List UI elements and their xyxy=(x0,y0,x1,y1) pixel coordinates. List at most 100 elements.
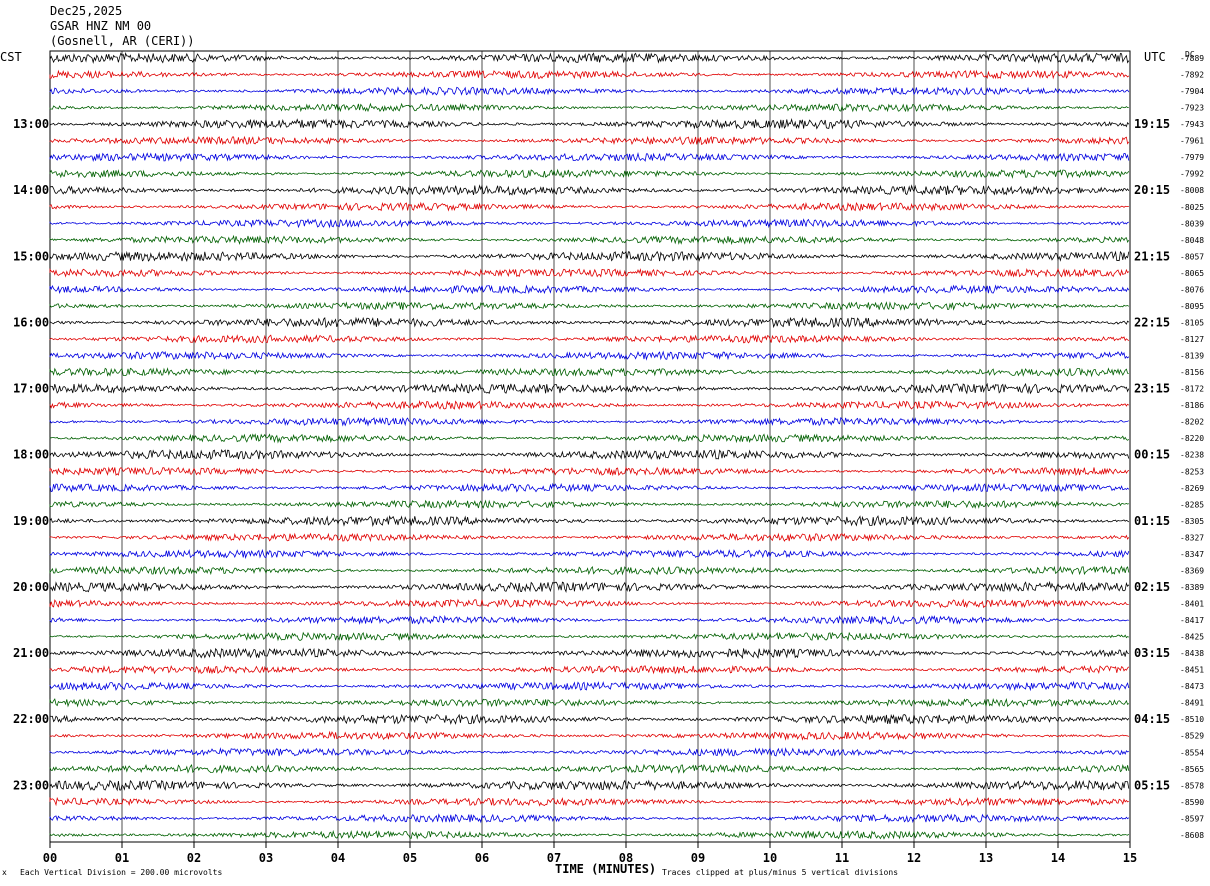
x-tick-label: 03 xyxy=(259,851,273,865)
right-hour-label: 01:15 xyxy=(1134,514,1170,528)
trace-line xyxy=(49,647,1130,660)
dc-value-label: -8057 xyxy=(1180,252,1204,261)
dc-value-label: -8597 xyxy=(1180,814,1204,823)
dc-value-labels: -7889 -7892 -7904 -7923 -7943 -7961 -7979 -7992… xyxy=(1180,54,1204,840)
trace-line xyxy=(49,184,1130,196)
plot-frame xyxy=(49,50,1131,843)
trace-line xyxy=(49,69,1130,80)
dc-value-label: -8510 xyxy=(1180,715,1204,724)
left-hour-label: 16:00 xyxy=(13,315,49,329)
left-hour-label: 22:00 xyxy=(13,712,49,726)
dc-value-label: -8401 xyxy=(1180,599,1204,608)
trace-line xyxy=(49,267,1130,278)
trace-line xyxy=(49,680,1130,692)
scale-marker-icon: x xyxy=(2,868,7,877)
dc-value-label: -8491 xyxy=(1180,699,1204,708)
dc-value-label: -8305 xyxy=(1180,517,1204,526)
trace-line xyxy=(49,86,1130,96)
dc-value-label: -8389 xyxy=(1180,583,1204,592)
trace-line xyxy=(49,747,1129,757)
trace-line xyxy=(49,779,1130,792)
trace-line xyxy=(49,201,1129,212)
x-tick-label: 10 xyxy=(763,851,777,865)
dc-value-label: -7992 xyxy=(1180,170,1204,179)
right-hour-label: 04:15 xyxy=(1134,712,1170,726)
trace-line xyxy=(49,382,1130,395)
x-tick-label: 11 xyxy=(835,851,849,865)
scale-note: Each Vertical Division = 200.00 microvol… xyxy=(20,868,222,877)
trace-line xyxy=(49,416,1129,427)
dc-value-label: -8608 xyxy=(1180,831,1204,840)
trace-line xyxy=(49,250,1130,262)
trace-line xyxy=(49,284,1130,295)
left-hour-label: 21:00 xyxy=(13,646,49,660)
x-tick-label: 14 xyxy=(1051,851,1065,865)
trace-line xyxy=(49,135,1130,146)
trace-line xyxy=(49,631,1129,642)
dc-value-label: -8127 xyxy=(1180,335,1204,344)
trace-line xyxy=(49,234,1130,246)
trace-line xyxy=(49,499,1129,510)
right-hour-label: 03:15 xyxy=(1134,646,1170,660)
x-tick-label: 09 xyxy=(691,851,705,865)
trace-line xyxy=(49,218,1129,229)
trace-line xyxy=(49,482,1130,493)
trace-line xyxy=(49,367,1129,378)
x-tick-label: 01 xyxy=(115,851,129,865)
left-hour-labels: 13:00 14:00 15:00 16:00 17:00 18:00 19:00 20:00… xyxy=(13,117,49,792)
trace-line xyxy=(49,829,1130,840)
dc-value-label: -8425 xyxy=(1180,633,1204,642)
trace-line xyxy=(49,664,1130,675)
dc-value-label: -8590 xyxy=(1180,798,1204,807)
x-tick-label: 06 xyxy=(475,851,489,865)
dc-value-label: -8578 xyxy=(1180,781,1204,790)
trace-line xyxy=(49,730,1129,741)
left-hour-label: 19:00 xyxy=(13,514,49,528)
dc-value-label: -8039 xyxy=(1180,219,1204,228)
right-hour-label: 23:15 xyxy=(1134,382,1170,396)
dc-value-label: -8554 xyxy=(1180,748,1204,757)
dc-value-label: -8095 xyxy=(1180,302,1204,311)
trace-line xyxy=(49,713,1130,725)
trace-line xyxy=(49,763,1130,774)
left-hour-label: 23:00 xyxy=(13,778,49,792)
left-hour-label: 15:00 xyxy=(13,249,49,263)
dc-value-label: -8253 xyxy=(1180,467,1204,476)
trace-line xyxy=(49,580,1130,593)
trace-line xyxy=(49,448,1130,461)
trace-line xyxy=(49,51,1130,64)
dc-value-label: -8269 xyxy=(1180,484,1204,493)
dc-header-label: DC xyxy=(1185,50,1195,59)
grid-lines xyxy=(49,50,1131,848)
left-timezone-label: CST xyxy=(0,50,22,64)
dc-value-label: -8156 xyxy=(1180,368,1204,377)
dc-value-label: -8048 xyxy=(1180,236,1204,245)
right-hour-label: 21:15 xyxy=(1134,249,1170,263)
right-hour-label: 02:15 xyxy=(1134,580,1170,594)
trace-line xyxy=(49,168,1130,179)
right-hour-labels: 19:15 20:15 21:15 22:15 23:15 00:15 01:15 02:15… xyxy=(1134,117,1170,792)
trace-line xyxy=(49,614,1129,626)
right-timezone-label: UTC xyxy=(1144,50,1166,64)
trace-line xyxy=(49,316,1130,329)
date-label: Dec25,2025 xyxy=(50,4,122,18)
dc-value-label: -8417 xyxy=(1180,616,1204,625)
dc-value-label: -8008 xyxy=(1180,186,1204,195)
dc-value-label: -7889 xyxy=(1180,54,1204,63)
x-tick-labels: 00 01 02 03 04 05 06 07 08 09 10 11 12 13 14 15 xyxy=(43,851,1137,865)
station-label: GSAR HNZ NM 00 xyxy=(50,19,151,33)
dc-value-label: -7892 xyxy=(1180,71,1204,80)
left-hour-label: 13:00 xyxy=(13,117,49,131)
location-label: (Gosnell, AR (CERI)) xyxy=(50,34,195,48)
dc-value-label: -8139 xyxy=(1180,352,1204,361)
trace-line xyxy=(49,399,1130,411)
trace-line xyxy=(49,796,1129,807)
dc-value-label: -8529 xyxy=(1180,732,1204,741)
dc-value-label: -8438 xyxy=(1180,649,1204,658)
dc-value-label: -8065 xyxy=(1180,269,1204,278)
trace-line xyxy=(49,334,1130,344)
trace-line xyxy=(49,466,1130,477)
dc-value-label: -8451 xyxy=(1180,666,1204,675)
trace-line xyxy=(49,117,1130,130)
